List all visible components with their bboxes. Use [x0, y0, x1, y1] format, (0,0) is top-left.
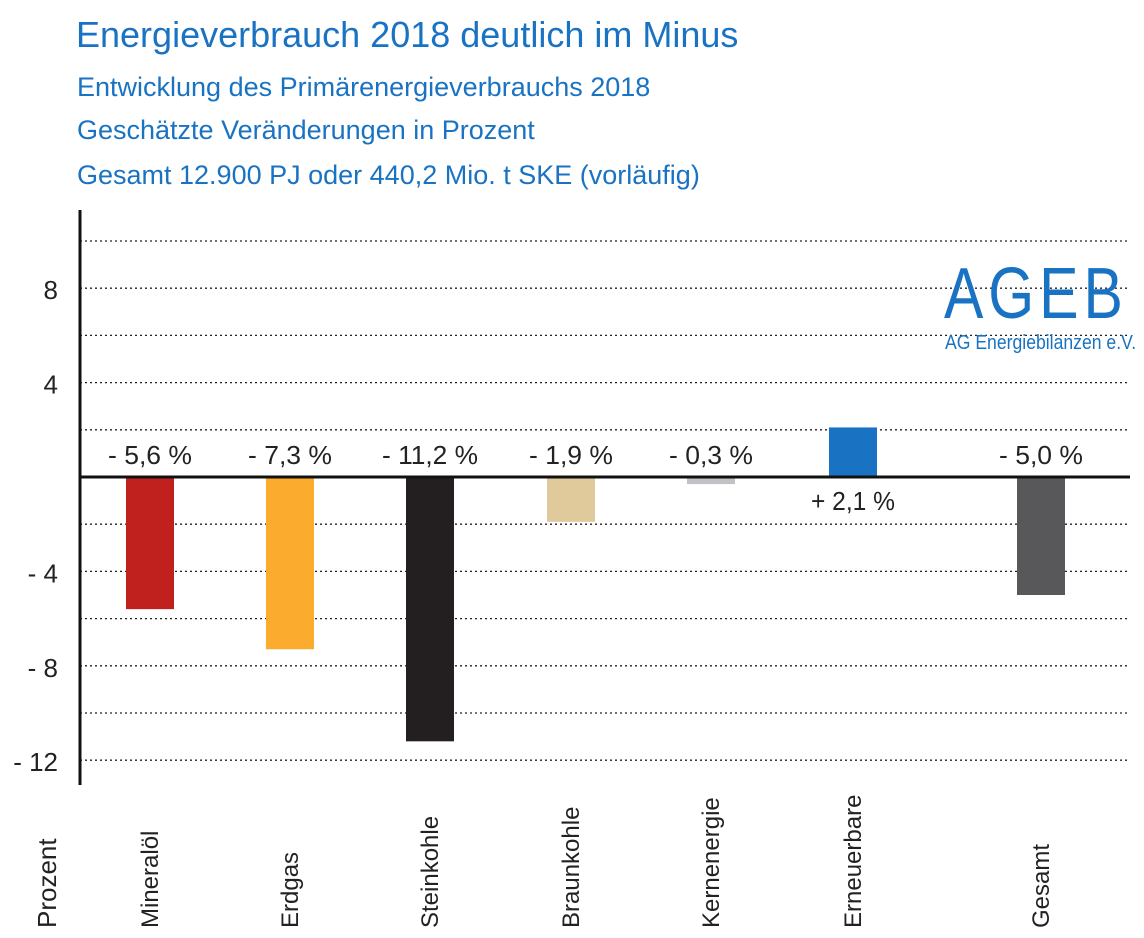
- bar-5: [687, 477, 735, 485]
- data-label: - 7,3 %: [248, 440, 332, 470]
- bar-7: [1017, 477, 1065, 595]
- y-tick-label: 4: [44, 370, 58, 400]
- data-label: - 5,6 %: [108, 440, 192, 470]
- y-tick-label: 8: [44, 275, 58, 305]
- data-label: - 11,2 %: [382, 440, 478, 470]
- x-tick-label: Braunkohle: [558, 807, 585, 928]
- x-tick-label: Kernenergie: [698, 797, 725, 928]
- y-tick-label: - 4: [28, 558, 58, 588]
- bar-1: [126, 477, 174, 610]
- data-label: + 2,1 %: [811, 486, 895, 516]
- chart-subtitle-1: Entwicklung des Primärenergieverbrauchs …: [77, 72, 651, 102]
- bar-3: [406, 477, 454, 742]
- data-label: - 1,9 %: [529, 440, 613, 470]
- data-label: - 0,3 %: [669, 440, 753, 470]
- bar-4: [547, 477, 595, 522]
- x-tick-label: Erneuerbare: [840, 795, 867, 928]
- x-tick-label: Steinkohle: [417, 816, 444, 928]
- y-tick-label: - 12: [13, 747, 58, 777]
- x-tick-label: Mineralöl: [137, 831, 164, 928]
- chart-subtitle-3: Gesamt 12.900 PJ oder 440,2 Mio. t SKE (…: [77, 160, 700, 190]
- y-axis-label: Prozent: [32, 838, 62, 928]
- ageb-logo-subtitle: AG Energiebilanzen e.V.: [945, 332, 1137, 354]
- ageb-logo: AGEB: [944, 254, 1128, 334]
- bar-2: [266, 477, 314, 650]
- chart-title: Energieverbrauch 2018 deutlich im Minus: [76, 14, 739, 55]
- bar-6: [829, 427, 877, 477]
- chart-subtitle-2: Geschätzte Veränderungen in Prozent: [77, 115, 535, 145]
- y-tick-label: - 8: [28, 653, 58, 683]
- x-tick-label: Gesamt: [1028, 844, 1055, 928]
- x-tick-label: Erdgas: [277, 852, 304, 928]
- data-label: - 5,0 %: [999, 440, 1083, 470]
